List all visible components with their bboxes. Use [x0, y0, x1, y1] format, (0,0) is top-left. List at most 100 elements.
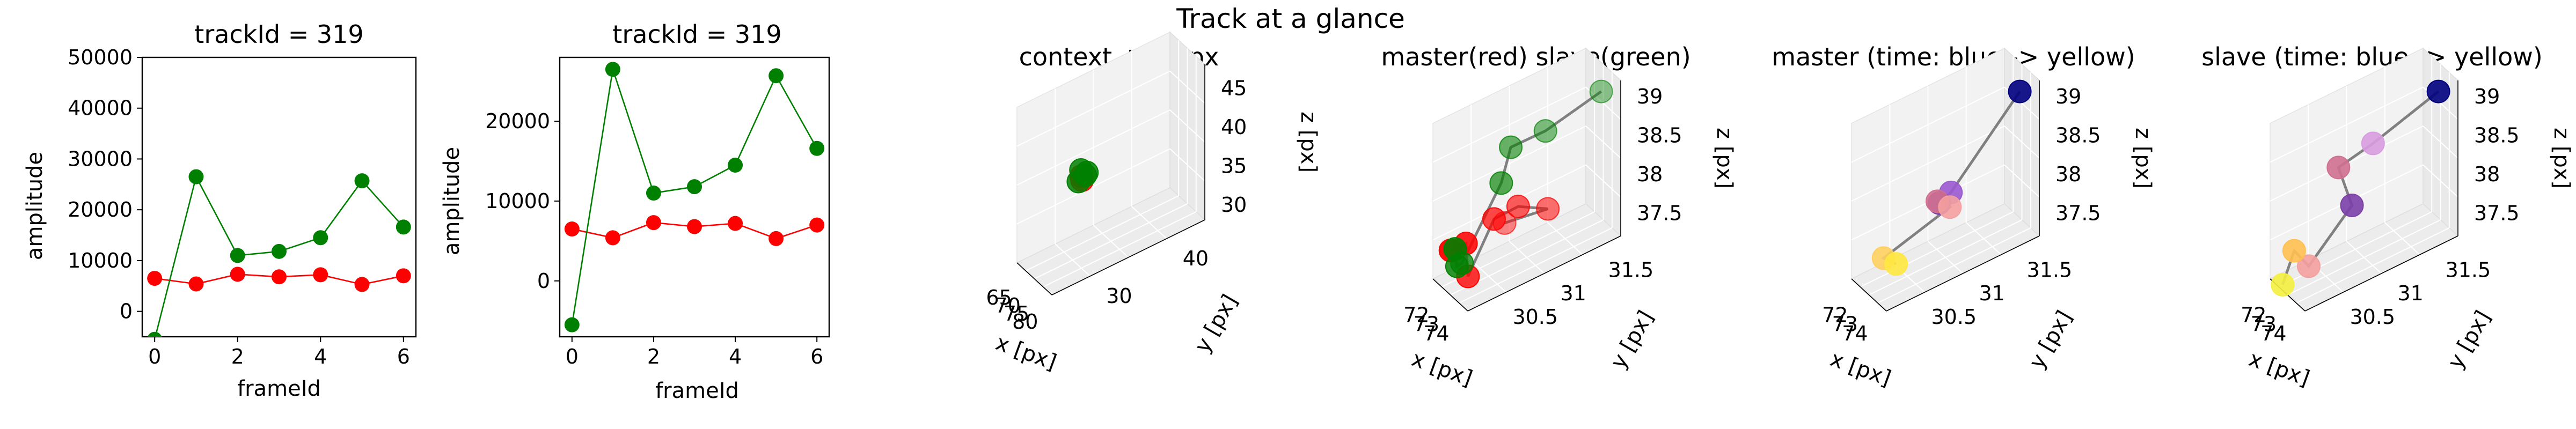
series-1-point [396, 219, 411, 235]
y-tick-label: 10000 [68, 249, 133, 272]
time-point [1884, 252, 1908, 276]
y-axis-label: y [px] [2024, 306, 2077, 373]
series-1-point [687, 179, 702, 195]
slave-point [1499, 135, 1523, 159]
z-tick-label: 38.5 [1637, 124, 1682, 147]
series-0-point [396, 268, 411, 284]
series-1-point [354, 173, 370, 189]
series-0-point [188, 276, 204, 292]
time-point [1938, 195, 1962, 219]
series-0-point [272, 269, 287, 285]
series-1-point [646, 186, 661, 201]
x-tick-label: 6 [397, 345, 410, 368]
y-tick-label: 40 [1183, 247, 1209, 270]
time-point [2361, 131, 2385, 156]
amplitude-panel-1: trackId = 319 frameId amplitude 0 2 4 6 0 100… [23, 20, 417, 401]
z-tick-label: 39 [2474, 85, 2500, 108]
y-tick-label: 30.5 [1512, 305, 1558, 329]
series-1-point [272, 243, 287, 259]
panel-6-title: slave (time: blue -> yellow) [2201, 42, 2543, 71]
series-1-point [605, 62, 620, 77]
time-point [2271, 272, 2295, 297]
z-tick-label: 38.5 [2474, 124, 2520, 147]
y-tick-label: 20000 [68, 198, 133, 221]
series-0-point [354, 277, 370, 292]
time-point [2340, 193, 2364, 217]
series-0-point [728, 216, 743, 231]
slave-point [1489, 171, 1513, 195]
y-tick-label: 31.5 [2446, 258, 2491, 282]
series-0-point [605, 230, 620, 246]
panel-1-frame [141, 56, 417, 338]
panel-2-xlabel: frameId [655, 379, 739, 403]
slave-point [1450, 251, 1474, 275]
master-point [1492, 211, 1517, 235]
series-1-point [313, 230, 328, 246]
series-1-line [571, 69, 818, 325]
x-tick-label: 4 [314, 345, 327, 368]
x-tick-label: 72 [1403, 304, 1429, 327]
series-1-point [188, 169, 204, 184]
panel-4-title: master(red) slave(green) [1381, 42, 1690, 71]
z-tick-label: 40 [1221, 115, 1247, 139]
y-axis-label: y [px] [1606, 306, 1658, 373]
series-0-point [769, 231, 784, 246]
y-tick-label: 30000 [68, 147, 133, 171]
x-tick-label: 0 [148, 345, 161, 368]
y-tick-label: 30.5 [2350, 305, 2395, 329]
x-axis-label: x [px] [992, 330, 1059, 375]
time-point [2326, 156, 2351, 180]
x-tick-label: 4 [729, 345, 742, 368]
series-1-point [230, 248, 245, 263]
panel-5-title: master (time: blue -> yellow) [1772, 42, 2135, 71]
z-tick-label: 45 [1221, 77, 1247, 100]
x-tick-label: 80 [1012, 310, 1038, 334]
z-tick-label: 38 [2474, 162, 2500, 186]
z-axis-label: z [px] [2549, 128, 2574, 189]
slave-point [1533, 119, 1557, 143]
z-axis-label: z [px] [1296, 112, 1321, 173]
x-tick-label: 65 [986, 286, 1012, 309]
master-point [1536, 197, 1560, 221]
y-tick-label: 30.5 [1931, 305, 1977, 329]
x-tick-label: 0 [566, 345, 579, 368]
z-axis-label: z [px] [2131, 128, 2155, 189]
y-axis-label: y [px] [2443, 306, 2496, 373]
z-tick-label: 38 [2055, 162, 2081, 186]
series-0-point [564, 221, 580, 237]
x-tick-label: 2 [647, 345, 660, 368]
series-0-point [809, 217, 825, 233]
z-tick-label: 38.5 [2055, 124, 2101, 147]
series-0-point [313, 267, 328, 283]
y-tick-label: 31 [1979, 282, 2005, 305]
y-tick-label: 40000 [68, 97, 133, 120]
time-point [2008, 79, 2032, 103]
master-point [1506, 195, 1530, 218]
series-0-point [687, 219, 702, 234]
x-tick-label: 2 [231, 345, 244, 368]
series-1-point [769, 68, 784, 84]
x-tick-label: 74 [1842, 322, 1868, 345]
z-tick-label: 35 [1221, 154, 1247, 178]
y-tick-label: 50000 [68, 46, 133, 69]
z-tick-label: 37.5 [1637, 202, 1682, 225]
y-tick-label: 31 [1561, 282, 1586, 305]
y-tick-label: 10000 [485, 189, 550, 213]
panel-2-ylabel: amplitude [440, 147, 464, 255]
panel-2-title: trackId = 319 [612, 20, 781, 49]
panel-1-title: trackId = 319 [194, 20, 363, 49]
y-tick-label: 31 [2398, 282, 2424, 305]
y-tick-label: 30 [1106, 284, 1132, 308]
y-tick-label: 31.5 [1608, 258, 1654, 282]
y-tick-label: 31.5 [2027, 258, 2073, 282]
z-tick-label: 37.5 [2055, 202, 2101, 225]
time-point [2297, 254, 2321, 278]
x-tick-label: 73 [1832, 313, 1858, 336]
y-tick-label: 20000 [485, 109, 550, 133]
series-1-point [148, 331, 162, 337]
y-tick-label: 0 [537, 269, 550, 293]
